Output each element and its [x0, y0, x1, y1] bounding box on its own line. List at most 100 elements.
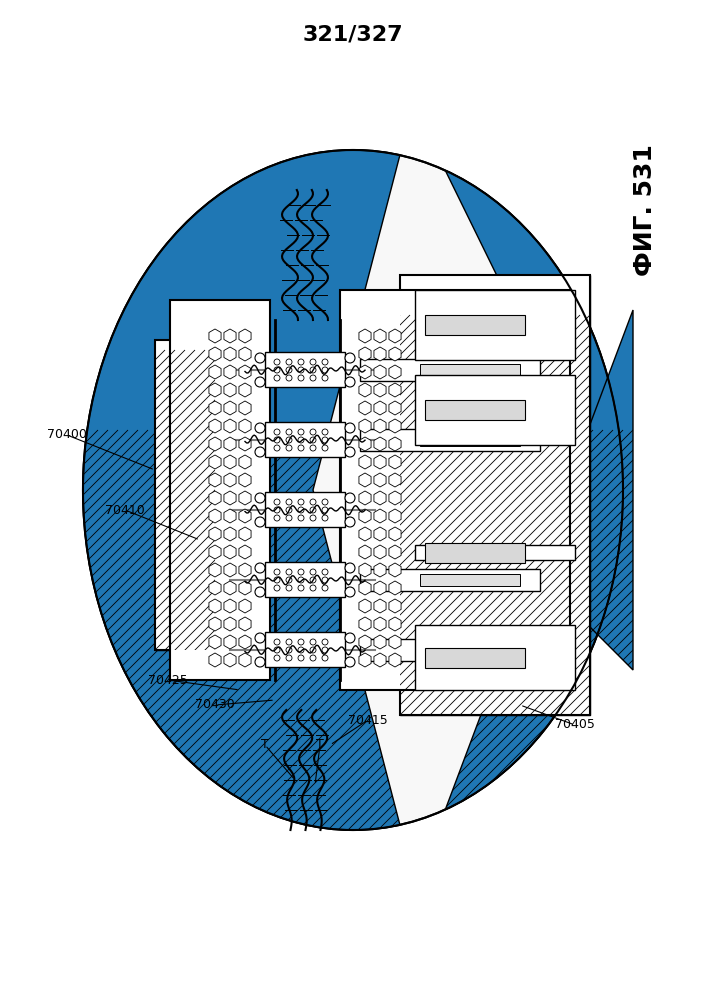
Circle shape — [286, 429, 292, 435]
Circle shape — [345, 657, 355, 667]
Circle shape — [298, 445, 304, 451]
Bar — [420, 574, 520, 586]
Circle shape — [255, 493, 265, 503]
Circle shape — [298, 359, 304, 365]
Circle shape — [298, 639, 304, 645]
Bar — [425, 648, 525, 668]
Circle shape — [255, 517, 265, 527]
Circle shape — [322, 375, 328, 381]
Circle shape — [310, 437, 316, 443]
Bar — [155, 340, 215, 650]
Circle shape — [345, 587, 355, 597]
Bar — [360, 569, 540, 591]
Circle shape — [274, 515, 280, 521]
Bar — [265, 422, 345, 457]
Circle shape — [322, 367, 328, 373]
Circle shape — [255, 563, 265, 573]
Bar — [415, 290, 575, 360]
Circle shape — [322, 515, 328, 521]
Circle shape — [286, 577, 292, 583]
Circle shape — [322, 569, 328, 575]
Circle shape — [310, 445, 316, 451]
Circle shape — [298, 367, 304, 373]
Text: 70430: 70430 — [195, 698, 235, 712]
Text: 70425: 70425 — [148, 674, 188, 686]
Circle shape — [286, 375, 292, 381]
Bar — [425, 400, 525, 420]
Circle shape — [286, 445, 292, 451]
Text: 70405: 70405 — [555, 718, 595, 732]
Circle shape — [345, 517, 355, 527]
Bar — [420, 644, 520, 656]
Circle shape — [345, 423, 355, 433]
PathPatch shape — [83, 150, 400, 830]
Circle shape — [286, 569, 292, 575]
Circle shape — [255, 423, 265, 433]
Bar — [360, 359, 540, 381]
Bar — [415, 545, 575, 560]
Circle shape — [310, 647, 316, 653]
Circle shape — [286, 647, 292, 653]
Circle shape — [345, 563, 355, 573]
PathPatch shape — [400, 275, 590, 715]
Circle shape — [322, 499, 328, 505]
Bar — [415, 375, 575, 445]
Circle shape — [286, 499, 292, 505]
Bar — [425, 543, 525, 563]
Circle shape — [286, 437, 292, 443]
Text: ФИГ. 531: ФИГ. 531 — [633, 144, 657, 276]
Circle shape — [345, 377, 355, 387]
Circle shape — [310, 359, 316, 365]
Circle shape — [286, 367, 292, 373]
Circle shape — [310, 375, 316, 381]
Circle shape — [322, 639, 328, 645]
Circle shape — [310, 577, 316, 583]
Circle shape — [274, 359, 280, 365]
Circle shape — [286, 655, 292, 661]
Circle shape — [286, 585, 292, 591]
Circle shape — [255, 377, 265, 387]
Circle shape — [274, 375, 280, 381]
Circle shape — [298, 577, 304, 583]
Circle shape — [298, 569, 304, 575]
Bar — [360, 639, 540, 661]
Circle shape — [298, 647, 304, 653]
Circle shape — [322, 429, 328, 435]
Circle shape — [322, 507, 328, 513]
Circle shape — [322, 655, 328, 661]
Circle shape — [322, 359, 328, 365]
Circle shape — [274, 577, 280, 583]
Circle shape — [298, 585, 304, 591]
Text: T: T — [316, 738, 324, 752]
Bar — [360, 429, 540, 451]
Bar — [400, 275, 590, 715]
Circle shape — [274, 655, 280, 661]
Circle shape — [310, 655, 316, 661]
Circle shape — [274, 507, 280, 513]
Circle shape — [310, 515, 316, 521]
Circle shape — [310, 507, 316, 513]
PathPatch shape — [155, 340, 215, 650]
Circle shape — [310, 367, 316, 373]
Circle shape — [255, 633, 265, 643]
Bar — [265, 492, 345, 527]
Circle shape — [298, 429, 304, 435]
Circle shape — [322, 445, 328, 451]
Circle shape — [255, 657, 265, 667]
Circle shape — [274, 499, 280, 505]
Circle shape — [298, 515, 304, 521]
Circle shape — [322, 585, 328, 591]
Circle shape — [298, 499, 304, 505]
Bar — [340, 290, 570, 690]
Circle shape — [274, 367, 280, 373]
Text: 321/327: 321/327 — [303, 25, 403, 45]
Bar — [265, 562, 345, 597]
Circle shape — [345, 633, 355, 643]
Text: 70400: 70400 — [47, 428, 87, 442]
Bar — [415, 625, 575, 690]
Circle shape — [298, 437, 304, 443]
Circle shape — [255, 353, 265, 363]
Bar — [265, 352, 345, 387]
Circle shape — [345, 493, 355, 503]
Circle shape — [286, 507, 292, 513]
